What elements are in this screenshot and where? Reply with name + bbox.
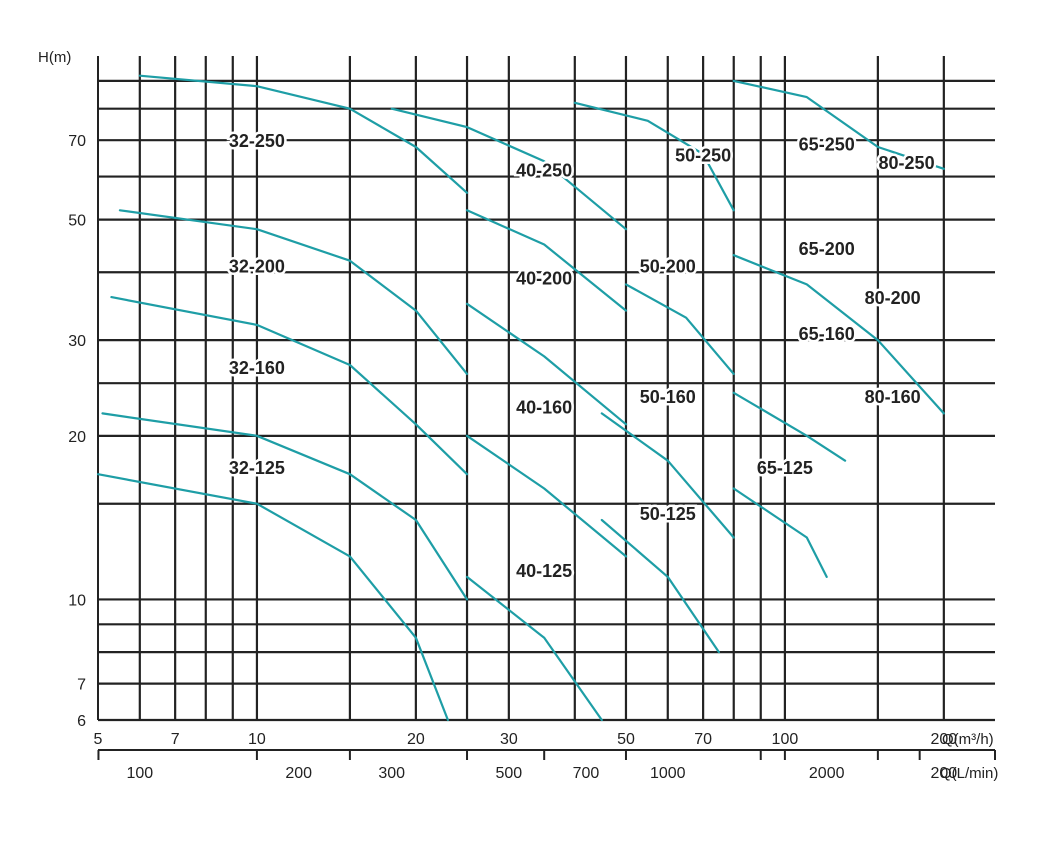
model-label: 80-160 (865, 387, 921, 407)
series-line (101, 412, 469, 601)
x2-tick-label: 100 (126, 765, 153, 782)
x-tick-label: 200 (930, 731, 957, 748)
series-line (110, 296, 469, 476)
x-tick-label: 30 (500, 731, 518, 748)
x-tick-label: 50 (617, 731, 635, 748)
series-line (600, 518, 720, 654)
series-line (573, 101, 735, 212)
series-line (465, 209, 628, 312)
model-label: 40-125 (516, 561, 572, 581)
model-label: 80-200 (865, 288, 921, 308)
x-tick-label: 10 (248, 731, 266, 748)
y-tick-label: 70 (68, 133, 86, 150)
axes: H(m) Q(m³/h) Q(L/min) 6 7 10 20 30 50 70 5 7 10 20… (38, 49, 998, 782)
series-line (465, 302, 628, 426)
x-tick-label: 7 (171, 731, 180, 748)
x-tick-label: 100 (772, 731, 799, 748)
series-line (118, 209, 469, 375)
series-line (138, 74, 469, 194)
series-line (96, 473, 449, 722)
model-label: 50-160 (640, 387, 696, 407)
series-line (600, 412, 735, 539)
series-line (732, 487, 828, 578)
x2-tick-label: 2000 (809, 765, 845, 782)
y-tick-label: 20 (68, 429, 86, 446)
y-tick-label: 50 (68, 213, 86, 230)
series-line (465, 434, 628, 558)
model-labels: 32-250 32-200 32-160 32-125 40-250 40-200 40-1… (226, 129, 937, 584)
y-tick-label: 10 (68, 592, 86, 609)
model-label: 50-250 (675, 145, 731, 165)
model-label: 65-160 (799, 324, 855, 344)
x2-tick-label: 700 (573, 765, 600, 782)
series-line (624, 283, 735, 375)
model-label: 65-125 (757, 458, 813, 478)
x2-tick-label: 300 (378, 765, 405, 782)
model-label: 80-250 (879, 153, 935, 173)
model-label: 50-200 (640, 256, 696, 276)
series-line (390, 107, 628, 231)
x-tick-label: 5 (94, 731, 103, 748)
x2-tick-label: 500 (495, 765, 522, 782)
model-label: 65-250 (799, 135, 855, 155)
x2-tick-label: 200 (285, 765, 312, 782)
model-label: 40-250 (516, 161, 572, 181)
model-label: 50-125 (640, 504, 696, 524)
x2-tick-label: 200 (930, 765, 957, 782)
y-tick-label: 6 (77, 713, 86, 730)
curves (96, 74, 945, 722)
x-axis-title: Q(m³/h) (942, 731, 994, 748)
series-line (732, 254, 945, 415)
series-line (732, 79, 945, 170)
x2-tick-label: 1000 (650, 765, 686, 782)
y-axis-title: H(m) (38, 49, 71, 66)
model-label: 32-200 (229, 256, 285, 276)
series-line (465, 575, 603, 722)
model-label: 32-250 (229, 131, 285, 151)
series-line (732, 391, 847, 462)
y-tick-label: 7 (77, 677, 86, 694)
model-label: 32-160 (229, 358, 285, 378)
model-label: 65-200 (799, 239, 855, 259)
model-label: 32-125 (229, 458, 285, 478)
model-label: 40-200 (516, 268, 572, 288)
grid (97, 56, 995, 751)
x2-axis-title: Q(L/min) (940, 765, 998, 782)
y-tick-label: 30 (68, 333, 86, 350)
x-tick-label: 70 (694, 731, 712, 748)
x-tick-label: 20 (407, 731, 425, 748)
model-label: 40-160 (516, 397, 572, 417)
